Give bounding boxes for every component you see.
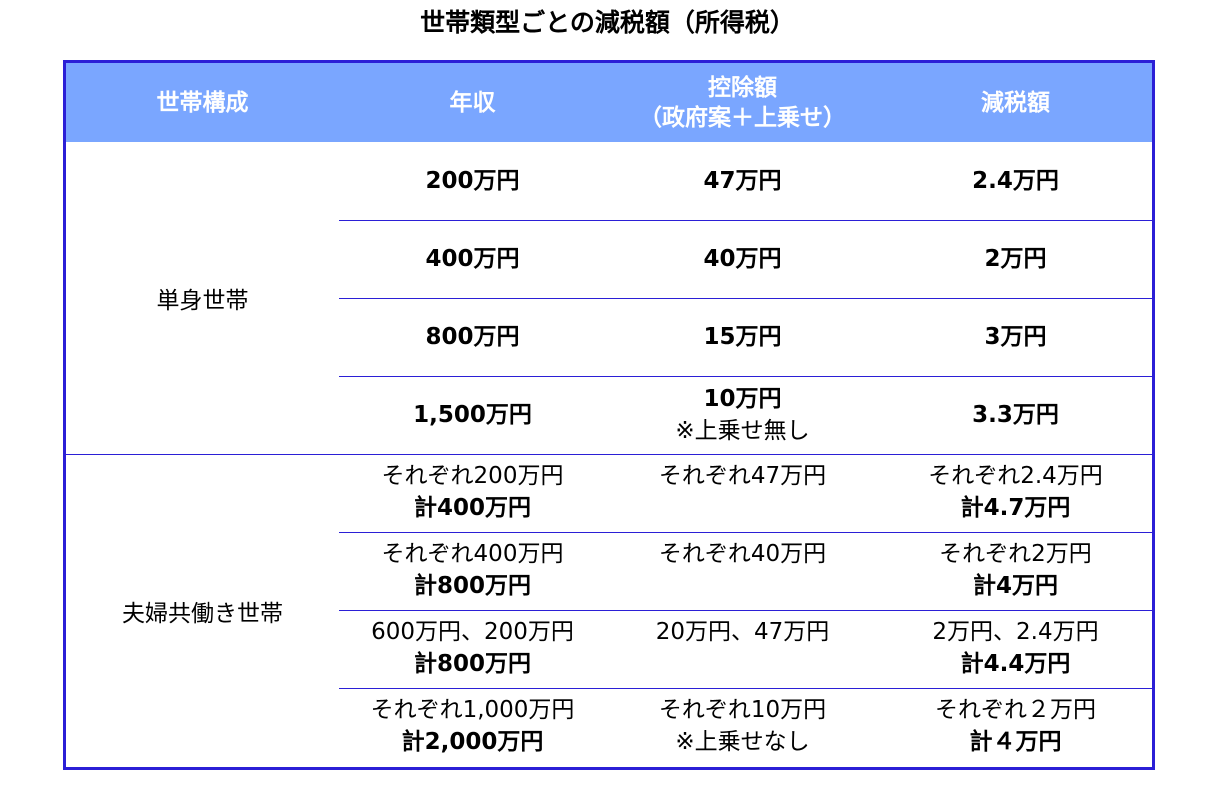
header-deduction: 控除額 （政府案＋上乗せ） [606, 63, 879, 142]
dual-row-3-income-total: 計800万円 [413, 651, 531, 677]
dual-row-4-reduction: それぞれ２万円 計４万円 [879, 688, 1152, 767]
single-row-3-reduction: 3万円 [984, 324, 1047, 350]
dual-row-2-income: それぞれ400万円 計800万円 [339, 532, 606, 610]
group-divider [66, 454, 1152, 455]
single-row-4-income: 1,500万円 [413, 402, 532, 428]
dual-row-1-income-total: 計400万円 [413, 495, 531, 521]
dual-row-2-reduction-total: 計4万円 [972, 573, 1058, 599]
dual-row-3-income: 600万円、200万円 計800万円 [339, 610, 606, 688]
single-row-2-reduction: 2万円 [984, 246, 1047, 272]
dual-row-1-reduction-each: それぞれ2.4万円 [928, 463, 1103, 489]
dual-row-1-income-each: それぞれ200万円 [381, 463, 564, 489]
dual-row-4-income: それぞれ1,000万円 計2,000万円 [339, 688, 606, 767]
single-row-2-income: 400万円 [425, 246, 520, 272]
dual-row-2-income-total: 計800万円 [413, 573, 531, 599]
dual-row-4-reduction-total: 計４万円 [969, 729, 1062, 755]
page-title: 世帯類型ごとの減税額（所得税） [420, 8, 795, 37]
header-deduction-sublabel: （政府案＋上乗せ） [639, 104, 846, 131]
group-label-dual-income: 夫婦共働き世帯 [122, 600, 283, 627]
header-tax-reduction: 減税額 [879, 63, 1152, 142]
header-annual-income: 年収 [339, 63, 606, 142]
dual-row-4-reduction-each: それぞれ２万円 [935, 697, 1096, 723]
dual-row-2-income-each: それぞれ400万円 [381, 541, 564, 567]
dual-row-1-reduction: それぞれ2.4万円 計4.7万円 [879, 454, 1152, 532]
single-row-2-deduction: 40万円 [703, 246, 782, 272]
single-row-3-income: 800万円 [425, 324, 520, 350]
header-household-type: 世帯構成 [66, 63, 339, 142]
dual-row-1-reduction-total: 計4.7万円 [960, 495, 1071, 521]
table-header-row: 世帯構成 年収 控除額 （政府案＋上乗せ） 減税額 [66, 63, 1152, 142]
single-row-1-deduction: 47万円 [703, 168, 782, 194]
single-row-1-income: 200万円 [425, 168, 520, 194]
dual-row-3-deduction: 20万円、47万円 [606, 610, 879, 688]
dual-row-1-deduction-each: それぞれ47万円 [658, 463, 827, 489]
dual-row-3-income-each: 600万円、200万円 [371, 619, 574, 645]
header-household-type-label: 世帯構成 [156, 89, 249, 116]
dual-row-4-income-total: 計2,000万円 [401, 729, 544, 755]
dual-row-2-reduction: それぞれ2万円 計4万円 [879, 532, 1152, 610]
dual-row-3-reduction-each: 2万円、2.4万円 [932, 619, 1099, 645]
row-divider [339, 610, 1152, 611]
single-row-1-reduction: 2.4万円 [972, 168, 1059, 194]
dual-row-3-deduction-each: 20万円、47万円 [655, 619, 830, 645]
row-divider [339, 298, 1152, 299]
single-row-4-deduction-cell: 10万円 ※上乗せ無し [606, 376, 879, 454]
dual-row-3-reduction: 2万円、2.4万円 計4.4万円 [879, 610, 1152, 688]
dual-row-1-deduction: それぞれ47万円 [606, 454, 879, 532]
single-row-4-deduction-note: ※上乗せ無し [675, 418, 810, 444]
dual-row-2-reduction-each: それぞれ2万円 [939, 541, 1092, 567]
dual-row-4-deduction-note: ※上乗せなし [675, 729, 810, 755]
row-divider [339, 220, 1152, 221]
group-label-single: 単身世帯 [156, 288, 249, 314]
dual-row-4-income-each: それぞれ1,000万円 [370, 697, 575, 723]
tax-reduction-table: 世帯構成 年収 控除額 （政府案＋上乗せ） 減税額 単身世帯 200万円 47万… [63, 60, 1155, 770]
row-divider [339, 532, 1152, 533]
single-row-3-deduction: 15万円 [703, 324, 782, 350]
dual-row-1-income: それぞれ200万円 計400万円 [339, 454, 606, 532]
dual-row-4-deduction: それぞれ10万円 ※上乗せなし [606, 688, 879, 767]
row-divider [339, 376, 1152, 377]
header-tax-reduction-label: 減税額 [981, 89, 1050, 116]
single-row-4-reduction: 3.3万円 [972, 402, 1059, 428]
dual-row-4-deduction-each: それぞれ10万円 [658, 697, 827, 723]
dual-row-3-reduction-total: 計4.4万円 [960, 651, 1071, 677]
dual-row-2-deduction-each: それぞれ40万円 [658, 541, 827, 567]
header-deduction-label: 控除額 [708, 74, 777, 101]
row-divider [339, 688, 1152, 689]
header-annual-income-label: 年収 [449, 89, 496, 116]
dual-row-2-deduction: それぞれ40万円 [606, 532, 879, 610]
single-row-4-deduction: 10万円 [703, 386, 782, 412]
